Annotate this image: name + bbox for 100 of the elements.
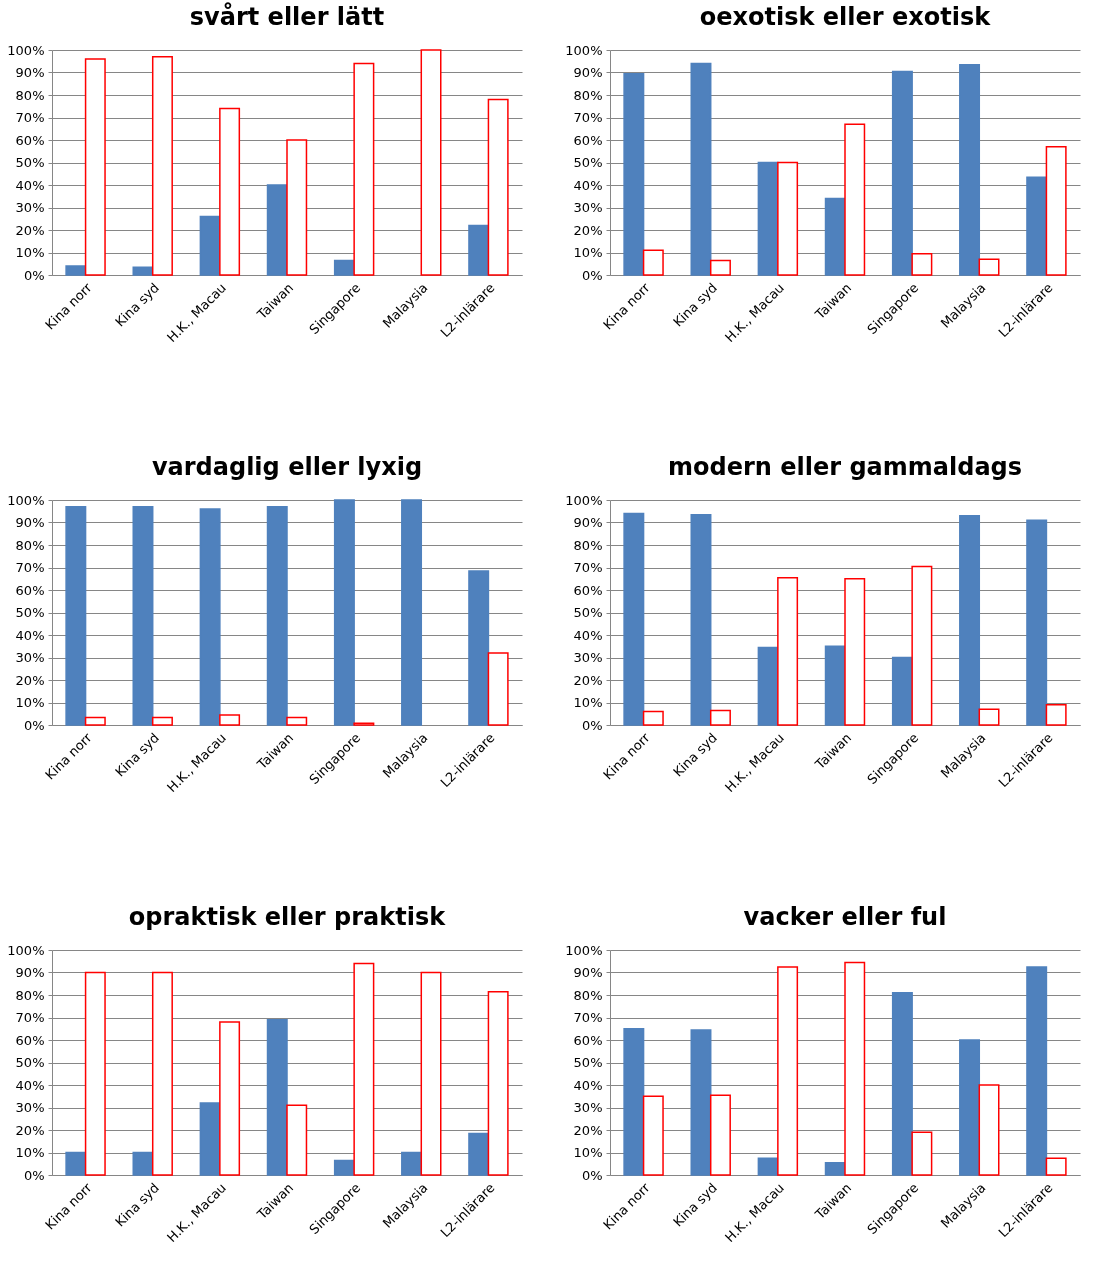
bar [978, 708, 1000, 726]
bar [266, 1019, 288, 1176]
bar [219, 714, 241, 726]
y-tick-label: 80% [15, 537, 45, 553]
bar [824, 197, 846, 276]
bar [333, 1159, 355, 1176]
bar [690, 62, 712, 276]
y-tick-label: 50% [15, 155, 45, 170]
y-tick-label: 20% [573, 672, 603, 688]
bar [824, 645, 846, 726]
y-tick-label: 70% [15, 560, 45, 575]
y-tick-label: 10% [573, 695, 603, 710]
y-tick-label: 50% [573, 605, 603, 620]
bar [487, 98, 509, 276]
bar [642, 710, 664, 726]
bar [911, 565, 933, 726]
y-tick-label: 70% [573, 560, 603, 575]
bar [132, 506, 154, 726]
y-tick-label: 90% [15, 965, 45, 980]
y-tick-label: 100% [565, 492, 603, 508]
y-tick-label: 90% [573, 515, 603, 530]
bar [757, 161, 779, 276]
bar [623, 1028, 645, 1176]
bar [911, 1131, 933, 1176]
bar [65, 1151, 87, 1176]
y-tick-label: 40% [15, 177, 45, 193]
y-tick-label: 80% [15, 987, 45, 1003]
y-tick-label: 100% [7, 42, 45, 58]
y-tick-label: 30% [15, 650, 45, 665]
y-tick-label: 20% [573, 222, 603, 238]
bar [891, 656, 913, 726]
y-tick-label: 0% [23, 1167, 45, 1183]
bar [151, 716, 173, 726]
bar [84, 971, 106, 1176]
bar [777, 966, 799, 1176]
y-tick-label: 30% [573, 650, 603, 665]
bar [777, 161, 799, 276]
bar [1045, 704, 1067, 726]
bar [1045, 146, 1067, 276]
y-tick-label: 60% [573, 1032, 603, 1048]
bar [266, 506, 288, 726]
y-tick-label: 100% [7, 942, 45, 958]
y-tick-label: 0% [581, 267, 603, 283]
bar [468, 1132, 490, 1176]
bar [487, 990, 509, 1176]
bar [959, 1039, 981, 1176]
bar [709, 709, 731, 726]
chart-title: modern eller gammaldags [667, 453, 1023, 481]
chart-title: svårt eller lätt [189, 2, 385, 31]
y-tick-label: 90% [15, 65, 45, 80]
y-tick-label: 80% [573, 987, 603, 1003]
bar [199, 508, 221, 726]
y-tick-label: 30% [573, 1100, 603, 1115]
y-tick-label: 30% [15, 200, 45, 215]
bar [844, 578, 866, 726]
bar [911, 252, 933, 276]
y-tick-label: 10% [15, 245, 45, 260]
chart-title: vardaglig eller lyxig [151, 453, 423, 481]
bar [420, 971, 442, 1176]
bar [959, 515, 981, 726]
chart-title: oexotisk eller exotisk [699, 3, 992, 31]
y-tick-label: 80% [15, 87, 45, 103]
y-tick-label: 20% [573, 1122, 603, 1138]
bar [132, 266, 154, 276]
y-tick-label: 0% [23, 267, 45, 283]
bar [151, 56, 173, 276]
bar [709, 259, 731, 276]
y-tick-label: 50% [15, 1055, 45, 1070]
bar [286, 1104, 308, 1176]
y-tick-label: 80% [573, 537, 603, 553]
y-tick-label: 10% [573, 245, 603, 260]
chart-title: opraktisk eller praktisk [128, 903, 447, 931]
y-tick-label: 50% [573, 155, 603, 170]
y-tick-label: 100% [565, 942, 603, 958]
y-tick-label: 30% [15, 1100, 45, 1115]
y-tick-label: 60% [573, 132, 603, 148]
chart-title: vacker eller ful [743, 903, 947, 931]
bar [84, 716, 106, 726]
bar [959, 63, 981, 276]
bar [623, 72, 645, 276]
y-tick-label: 40% [573, 627, 603, 643]
bar [65, 506, 87, 726]
bar [266, 184, 288, 276]
bar [1026, 966, 1048, 1176]
bar [84, 58, 106, 276]
y-tick-label: 100% [7, 492, 45, 508]
bar [777, 576, 799, 726]
bar [487, 652, 509, 726]
bar [642, 249, 664, 276]
y-tick-label: 70% [573, 1010, 603, 1025]
y-tick-label: 10% [15, 1145, 45, 1160]
y-tick-label: 20% [15, 1122, 45, 1138]
y-tick-label: 90% [573, 965, 603, 980]
y-tick-label: 90% [573, 65, 603, 80]
bar [286, 716, 308, 726]
bar [757, 1157, 779, 1176]
bar [353, 962, 375, 1176]
y-tick-label: 70% [15, 1010, 45, 1025]
y-tick-label: 10% [573, 1145, 603, 1160]
y-tick-label: 50% [573, 1055, 603, 1070]
